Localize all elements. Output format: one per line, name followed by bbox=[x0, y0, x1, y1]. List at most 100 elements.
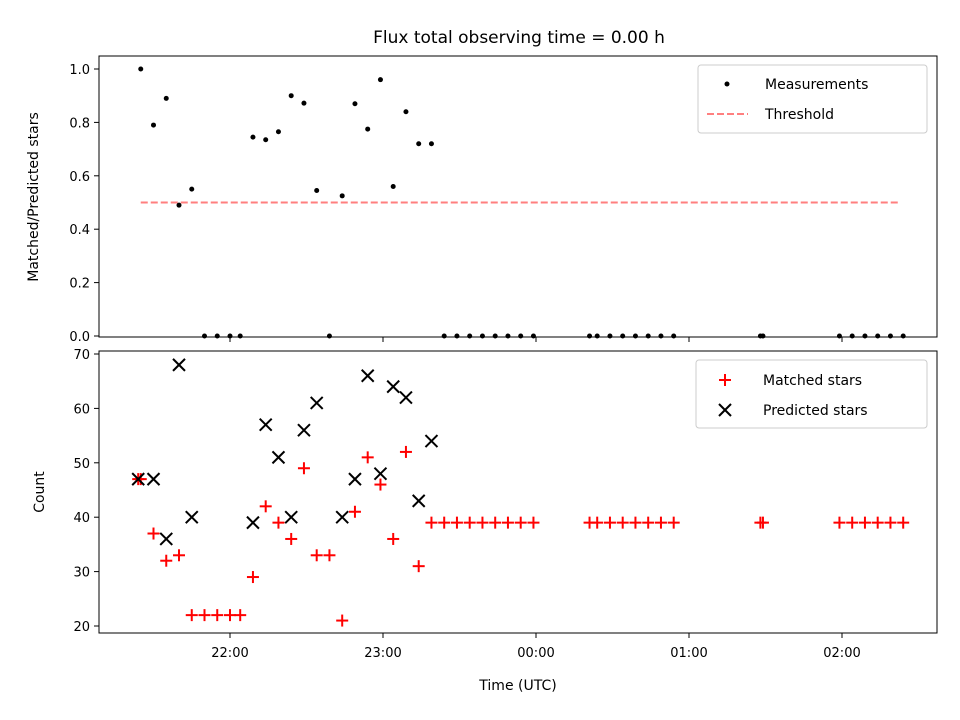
measurement-point bbox=[227, 333, 233, 339]
y-tick-label: 0.8 bbox=[69, 116, 90, 131]
y-tick-label: 30 bbox=[73, 566, 90, 581]
bottom-x-ticks: 22:00 23:00 00:00 01:00 02:00 bbox=[211, 633, 861, 661]
y-tick-label: 0.4 bbox=[69, 223, 90, 238]
predicted-star-marker bbox=[271, 450, 286, 465]
matched-star-marker bbox=[756, 516, 769, 529]
matched-star-marker bbox=[336, 614, 349, 627]
measurement-point bbox=[326, 333, 332, 339]
matched-star-marker bbox=[527, 516, 540, 529]
top-y-ticks: 0.0 0.2 0.4 0.6 0.8 1.0 bbox=[69, 63, 99, 345]
x-tick-label-23-00: 23:00 bbox=[364, 646, 401, 661]
predicted-stars-legend-marker bbox=[718, 403, 732, 417]
matched-star-marker bbox=[310, 549, 323, 562]
y-tick-label: 20 bbox=[73, 620, 90, 635]
measurement-point bbox=[518, 333, 524, 339]
matched-star-marker bbox=[463, 516, 476, 529]
measurement-point bbox=[587, 333, 593, 339]
y-tick-label: 0.0 bbox=[69, 330, 90, 345]
measurement-point bbox=[492, 333, 498, 339]
measurement-point bbox=[377, 77, 383, 83]
bottom-y-axis-label: Count bbox=[32, 471, 48, 513]
matched-star-marker bbox=[374, 478, 387, 491]
measurement-point bbox=[365, 126, 371, 132]
matched-star-marker bbox=[642, 516, 655, 529]
matched-star-marker bbox=[616, 516, 629, 529]
matched-star-marker bbox=[224, 609, 236, 622]
matched-star-marker bbox=[387, 532, 400, 545]
top-axes: 0.0 0.2 0.4 0.6 0.8 1.0 Matched/Predicted sta… bbox=[26, 55, 938, 345]
measurement-point bbox=[658, 333, 664, 339]
matched-star-marker bbox=[399, 445, 412, 458]
matched-star-marker bbox=[489, 516, 502, 529]
matched-star-marker bbox=[629, 516, 642, 529]
matched-star-marker bbox=[173, 549, 185, 562]
measurement-point bbox=[275, 129, 281, 135]
predicted-stars-points bbox=[131, 358, 439, 546]
matched-star-marker bbox=[846, 516, 859, 529]
matched-star-marker bbox=[412, 560, 425, 573]
measurement-point bbox=[263, 137, 269, 143]
matched-star-marker bbox=[476, 516, 489, 529]
matched-star-marker bbox=[211, 609, 224, 622]
predicted-star-marker bbox=[386, 379, 400, 394]
predicted-star-marker bbox=[335, 510, 349, 524]
bottom-legend: Matched stars Predicted stars bbox=[695, 359, 928, 429]
y-tick-label: 50 bbox=[73, 457, 90, 472]
measurement-point bbox=[352, 101, 358, 107]
matched-stars-legend-marker bbox=[719, 374, 731, 386]
measurement-point bbox=[620, 333, 626, 339]
bottom-axes-frame bbox=[98, 350, 938, 634]
predicted-star-marker bbox=[297, 423, 311, 437]
matched-star-marker bbox=[833, 516, 846, 529]
measurement-point bbox=[151, 122, 156, 128]
measurement-point bbox=[836, 333, 842, 339]
measurement-point bbox=[530, 333, 536, 339]
measurement-point bbox=[176, 202, 182, 208]
matched-star-marker bbox=[897, 516, 910, 529]
measurement-point bbox=[671, 333, 677, 339]
measurements-legend-marker bbox=[724, 81, 730, 87]
y-tick-label: 40 bbox=[73, 511, 90, 526]
predicted-star-marker bbox=[424, 434, 439, 448]
bottom-axes: 20 30 40 50 60 70 22:00 23:00 00:00 01:00 02:00 C… bbox=[32, 348, 938, 694]
x-tick-label-00-00: 00:00 bbox=[517, 646, 554, 661]
measurement-point bbox=[390, 183, 396, 189]
measurement-point bbox=[760, 333, 766, 339]
measurement-point bbox=[900, 333, 906, 339]
y-tick-label: 70 bbox=[73, 348, 90, 363]
matched-star-marker bbox=[871, 516, 884, 529]
bottom-y-ticks: 20 30 40 50 60 70 bbox=[73, 348, 99, 635]
matched-star-marker bbox=[654, 516, 667, 529]
x-tick-label-02-00: 02:00 bbox=[823, 646, 860, 661]
matched-stars-points bbox=[132, 445, 910, 627]
predicted-star-marker bbox=[159, 532, 173, 546]
matched-star-marker bbox=[603, 516, 616, 529]
measurement-point bbox=[607, 333, 613, 339]
predicted-star-marker bbox=[360, 369, 375, 383]
predicted-star-marker bbox=[172, 358, 186, 372]
predicted-star-marker bbox=[146, 472, 161, 486]
predicted-star-marker bbox=[309, 396, 324, 410]
matched-star-marker bbox=[667, 516, 680, 529]
measurement-point bbox=[237, 333, 243, 339]
y-tick-label: 0.6 bbox=[69, 170, 90, 185]
measurement-point bbox=[875, 333, 881, 339]
measurement-point bbox=[339, 193, 345, 199]
figure-title: Flux total observing time = 0.00 h bbox=[373, 28, 665, 48]
matched-star-marker bbox=[185, 609, 198, 622]
top-axes-frame bbox=[98, 55, 938, 338]
matched-star-marker bbox=[272, 516, 285, 529]
matched-star-marker bbox=[198, 609, 211, 622]
measurement-point bbox=[887, 333, 893, 339]
predicted-star-marker bbox=[399, 390, 413, 405]
measurement-point bbox=[202, 333, 207, 339]
matched-star-marker bbox=[234, 609, 247, 622]
matched-star-marker bbox=[450, 516, 463, 529]
measurement-point bbox=[214, 333, 220, 339]
matched-star-marker bbox=[438, 516, 451, 529]
bottom-legend-box bbox=[695, 359, 928, 429]
matched-star-marker bbox=[591, 516, 604, 529]
top-legend-box bbox=[697, 64, 928, 134]
measurement-points bbox=[138, 66, 906, 339]
